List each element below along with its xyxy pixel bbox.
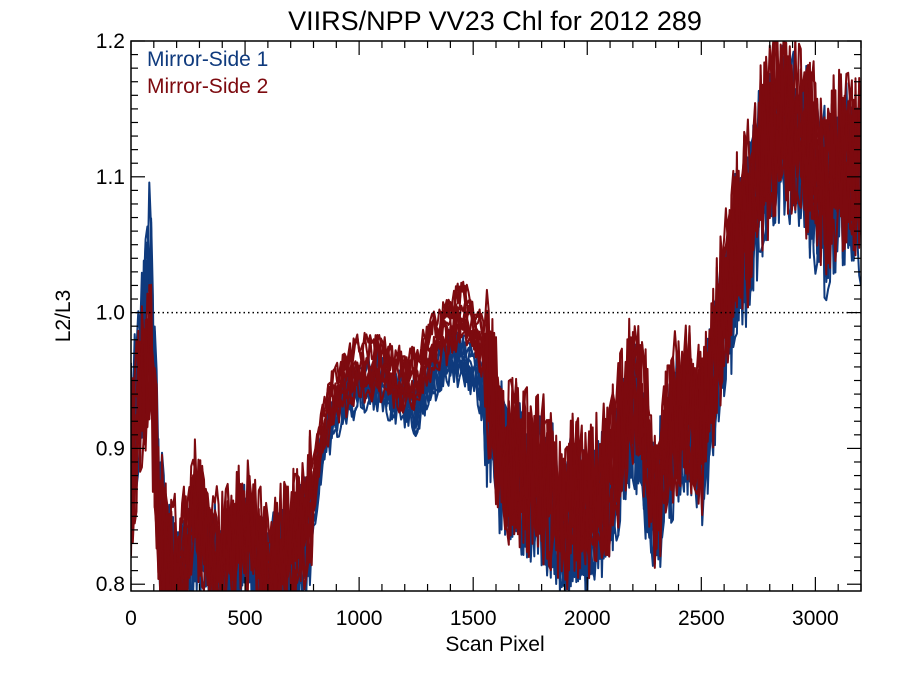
legend-entry: Mirror-Side 1 <box>147 48 268 71</box>
plot-area <box>131 41 861 591</box>
x-tick-label: 0 <box>125 607 137 630</box>
axes: 0 500 1000 1500 2000 2500 3000 0.8 0.9 1.0 1.1 1.2 <box>96 30 862 630</box>
x-tick-label: 1000 <box>336 607 383 630</box>
x-tick-label: 500 <box>228 607 263 630</box>
y-tick-label: 1.0 <box>96 302 125 325</box>
y-tick-label: 1.2 <box>96 30 125 53</box>
y-tick-label: 0.9 <box>96 437 125 460</box>
legend: Mirror-Side 1 Mirror-Side 2 <box>147 48 268 98</box>
x-axis-label: Scan Pixel <box>445 633 544 656</box>
legend-entry: Mirror-Side 2 <box>147 75 268 98</box>
x-tick-label: 2500 <box>678 607 725 630</box>
y-tick-label: 0.8 <box>96 573 125 596</box>
x-tick-label: 2000 <box>564 607 611 630</box>
y-tick-label: 1.1 <box>96 166 125 189</box>
chart-title: VIIRS/NPP VV23 Chl for 2012 289 <box>288 6 702 36</box>
y-axis-label: L2/L3 <box>52 290 75 343</box>
x-tick-label: 3000 <box>792 607 839 630</box>
series-2-trace <box>131 47 861 591</box>
x-tick-label: 1500 <box>450 607 497 630</box>
